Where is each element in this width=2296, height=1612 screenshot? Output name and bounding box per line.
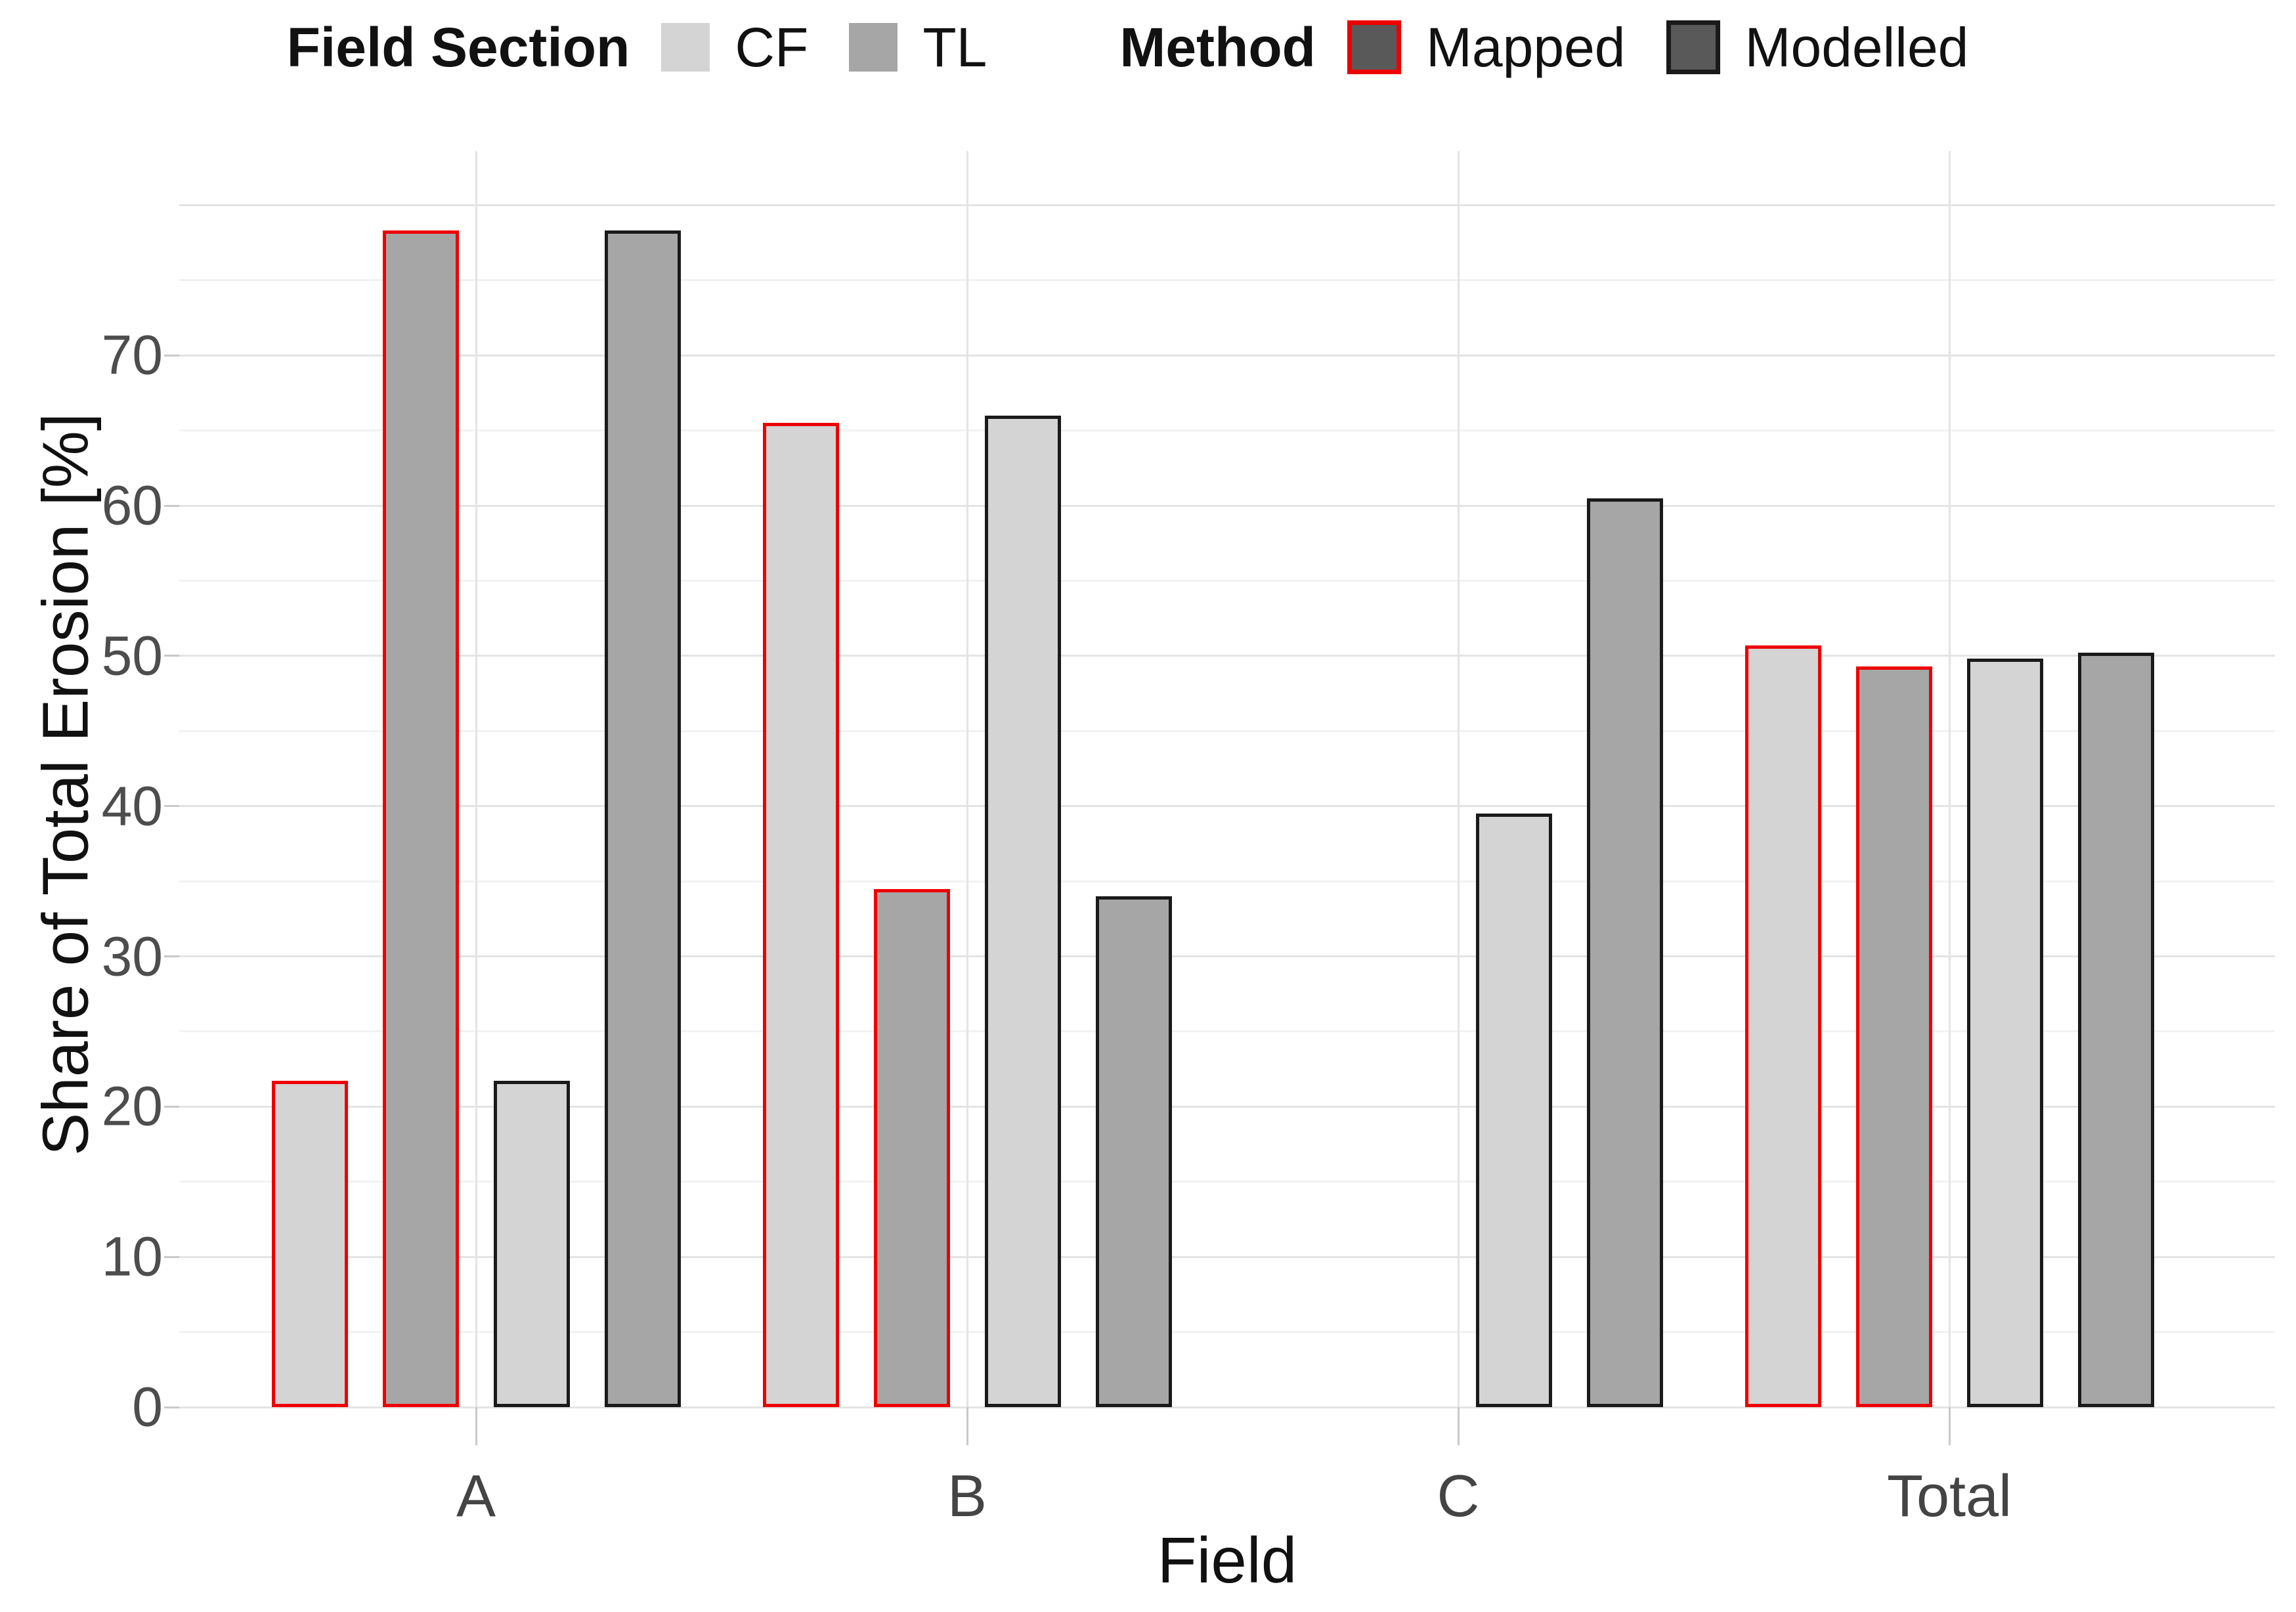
y-tick-mark-20	[164, 1105, 179, 1108]
y-tick-label-30: 30	[101, 925, 163, 988]
y-tick-label-50: 50	[101, 624, 163, 687]
legend-key-modelled-swatch	[1666, 20, 1720, 74]
gridline-major-10	[179, 1255, 2275, 1258]
gridline-category-B	[966, 151, 968, 1407]
y-tick-label-0: 0	[132, 1376, 163, 1438]
x-tick-mark-A	[475, 1407, 477, 1445]
y-tick-mark-60	[164, 504, 179, 507]
gridline-minor-35	[179, 880, 2275, 882]
gridline-minor-55	[179, 579, 2275, 582]
gridline-major-60	[179, 504, 2275, 507]
legend-key-tl-swatch	[849, 23, 898, 72]
bar-B-TL-Modelled	[1095, 896, 1172, 1407]
y-tick-mark-50	[164, 655, 179, 657]
y-tick-label-60: 60	[101, 474, 163, 536]
gridline-minor-65	[179, 429, 2275, 432]
bar-A-CF-Mapped	[271, 1081, 348, 1407]
legend-key-cf-swatch	[661, 23, 710, 72]
gridline-category-A	[475, 151, 477, 1407]
x-axis-title: Field	[1157, 1524, 1297, 1596]
gridline-major-50	[179, 655, 2275, 657]
x-tick-mark-B	[966, 1407, 968, 1445]
y-tick-mark-10	[164, 1255, 179, 1258]
bar-A-CF-Modelled	[493, 1081, 570, 1407]
x-tick-label-C: C	[1437, 1464, 1480, 1529]
bar-B-TL-Mapped	[873, 888, 950, 1407]
gridline-major-70	[179, 354, 2275, 357]
bar-C-TL-Modelled	[1586, 498, 1663, 1407]
plot-panel	[179, 151, 2275, 1408]
gridline-minor-15	[179, 1181, 2275, 1183]
y-tick-mark-70	[164, 354, 179, 357]
x-tick-label-B: B	[947, 1464, 987, 1529]
gridline-category-Total	[1948, 151, 1951, 1407]
legend-label-mapped: Mapped	[1425, 16, 1626, 78]
y-tick-mark-40	[164, 805, 179, 808]
bar-C-CF-Modelled	[1475, 814, 1552, 1407]
x-tick-mark-C	[1457, 1407, 1460, 1445]
x-tick-label-A: A	[456, 1464, 496, 1529]
gridline-minor-5	[179, 1331, 2275, 1334]
gridline-minor-45	[179, 730, 2275, 732]
bar-B-CF-Mapped	[762, 423, 839, 1407]
gridline-major-80	[179, 204, 2275, 206]
bar-A-TL-Modelled	[604, 230, 681, 1407]
y-tick-label-40: 40	[101, 775, 163, 837]
gridline-category-C	[1457, 151, 1460, 1407]
x-tick-mark-Total	[1948, 1407, 1951, 1445]
legend-label-cf: CF	[735, 16, 809, 78]
y-tick-mark-30	[164, 955, 179, 958]
y-tick-label-70: 70	[101, 324, 163, 386]
gridline-major-0	[179, 1406, 2275, 1408]
bar-A-TL-Mapped	[382, 230, 459, 1407]
legend-key-mapped-swatch	[1347, 20, 1401, 74]
y-tick-label-20: 20	[101, 1075, 163, 1137]
legend-label-modelled: Modelled	[1744, 16, 1969, 78]
gridline-major-40	[179, 805, 2275, 808]
bar-Total-TL-Modelled	[2077, 653, 2154, 1407]
legend-label-tl: TL	[922, 16, 987, 78]
y-tick-label-10: 10	[101, 1225, 163, 1288]
chart-legend: Field Section CF TL Method Mapped Modell…	[0, 8, 2296, 87]
gridline-minor-75	[179, 279, 2275, 282]
bar-Total-TL-Mapped	[1855, 666, 1932, 1407]
gridline-major-20	[179, 1105, 2275, 1108]
bar-Total-CF-Modelled	[1966, 659, 2043, 1407]
legend-title-field-section: Field Section	[286, 16, 630, 78]
bar-Total-CF-Mapped	[1744, 645, 1821, 1407]
x-tick-label-Total: Total	[1886, 1464, 2012, 1529]
y-tick-mark-0	[164, 1406, 179, 1408]
legend-title-method: Method	[1119, 16, 1316, 78]
gridline-minor-25	[179, 1030, 2275, 1033]
gridline-major-30	[179, 955, 2275, 958]
bar-B-CF-Modelled	[984, 415, 1061, 1407]
